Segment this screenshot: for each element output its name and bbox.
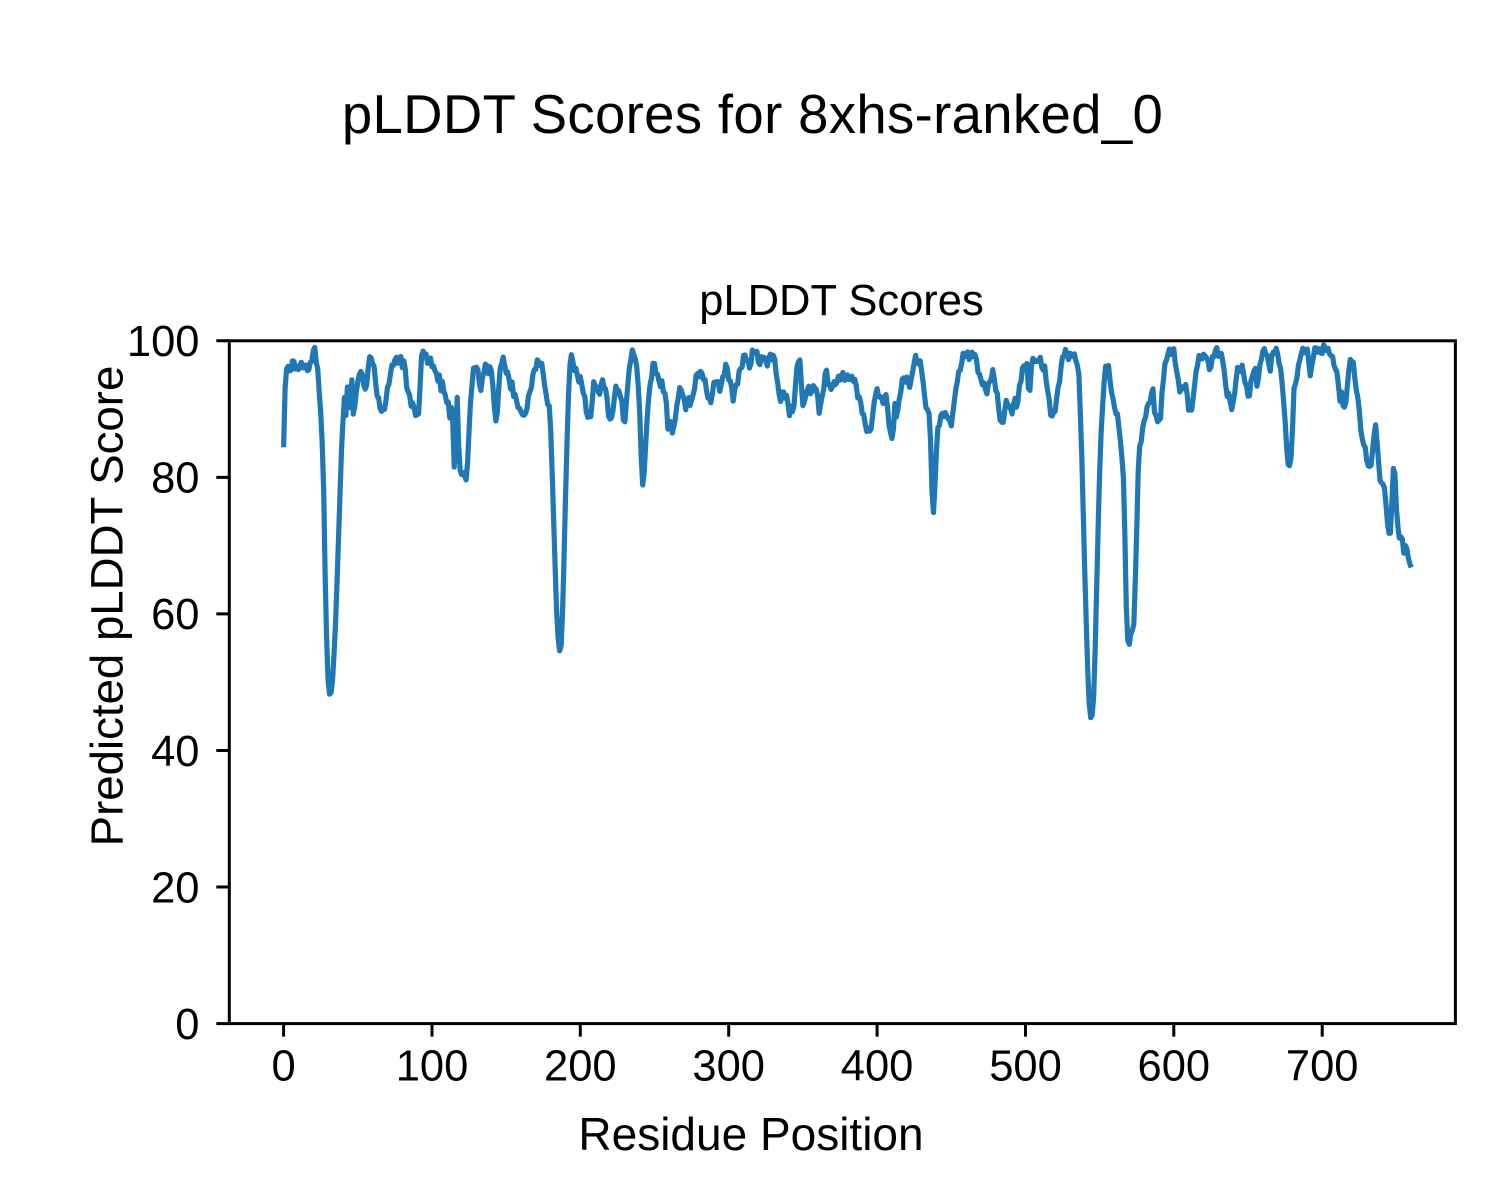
svg-text:pLDDT Scores for 8xhs-ranked_0: pLDDT Scores for 8xhs-ranked_0 [342, 84, 1163, 145]
svg-text:20: 20 [151, 864, 199, 912]
svg-text:200: 200 [544, 1043, 617, 1091]
svg-text:600: 600 [1138, 1043, 1211, 1091]
svg-text:40: 40 [151, 728, 199, 776]
svg-text:0: 0 [271, 1043, 295, 1091]
svg-text:Predicted pLDDT Score: Predicted pLDDT Score [82, 366, 133, 847]
svg-text:300: 300 [692, 1043, 765, 1091]
svg-text:Residue Position: Residue Position [578, 1108, 923, 1160]
svg-text:60: 60 [151, 591, 199, 639]
svg-text:500: 500 [989, 1043, 1062, 1091]
svg-text:80: 80 [151, 455, 199, 503]
svg-text:100: 100 [127, 318, 200, 366]
svg-text:pLDDT Scores: pLDDT Scores [699, 277, 983, 325]
svg-text:400: 400 [841, 1043, 914, 1091]
svg-text:100: 100 [396, 1043, 469, 1091]
svg-text:700: 700 [1286, 1043, 1359, 1091]
svg-text:0: 0 [175, 1001, 199, 1049]
